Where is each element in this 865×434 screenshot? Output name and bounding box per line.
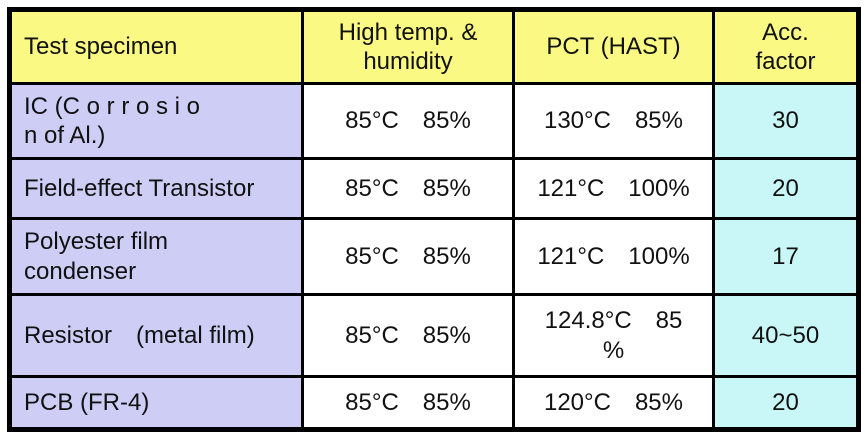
cell-resistor-specimen: Resistor (metal film) bbox=[8, 293, 304, 378]
header-cell-high-temp-humidity: High temp. & humidity bbox=[301, 8, 515, 85]
cell-resistor-acc-factor: 40~50 bbox=[712, 293, 860, 378]
cell-resistor-high-temp: 85°C 85% bbox=[301, 293, 515, 378]
cell-pcb-high-temp: 85°C 85% bbox=[301, 375, 515, 431]
cell-pcb-acc-factor: 20 bbox=[712, 375, 860, 431]
row-resistor: Resistor (metal film) 85°C 85% 124.8°C 8… bbox=[8, 293, 860, 378]
cell-pcb-pct: 120°C 85% bbox=[512, 375, 715, 431]
cell-pcb-specimen: PCB (FR-4) bbox=[8, 375, 304, 431]
cell-resistor-pct: 124.8°C 85 % bbox=[512, 293, 715, 378]
accelerated-test-conditions-table: Test specimen High temp. & humidity PCT … bbox=[7, 7, 861, 432]
cell-ic-high-temp: 85°C 85% bbox=[301, 82, 515, 160]
cell-polyester-acc-factor: 17 bbox=[712, 217, 860, 296]
cell-fet-pct: 121°C 100% bbox=[512, 157, 715, 220]
cell-ic-specimen: IC (C o r r o s i o n of Al.) bbox=[8, 82, 304, 160]
header-row: Test specimen High temp. & humidity PCT … bbox=[8, 8, 860, 85]
cell-fet-specimen: Field-effect Transistor bbox=[8, 157, 304, 220]
cell-ic-pct: 130°C 85% bbox=[512, 82, 715, 160]
header-cell-acc-factor: Acc. factor bbox=[712, 8, 860, 85]
cell-fet-acc-factor: 20 bbox=[712, 157, 860, 220]
row-ic: IC (C o r r o s i o n of Al.) 85°C 85% 1… bbox=[8, 82, 860, 160]
row-pcb: PCB (FR-4) 85°C 85% 120°C 85% 20 bbox=[8, 375, 860, 431]
cell-polyester-pct: 121°C 100% bbox=[512, 217, 715, 296]
cell-polyester-specimen: Polyester film condenser bbox=[8, 217, 304, 296]
header-cell-test-specimen: Test specimen bbox=[8, 8, 304, 85]
cell-ic-acc-factor: 30 bbox=[712, 82, 860, 160]
row-polyester-condenser: Polyester film condenser 85°C 85% 121°C … bbox=[8, 217, 860, 296]
cell-fet-high-temp: 85°C 85% bbox=[301, 157, 515, 220]
cell-polyester-high-temp: 85°C 85% bbox=[301, 217, 515, 296]
header-cell-pct-hast: PCT (HAST) bbox=[512, 8, 715, 85]
row-fet: Field-effect Transistor 85°C 85% 121°C 1… bbox=[8, 157, 860, 220]
